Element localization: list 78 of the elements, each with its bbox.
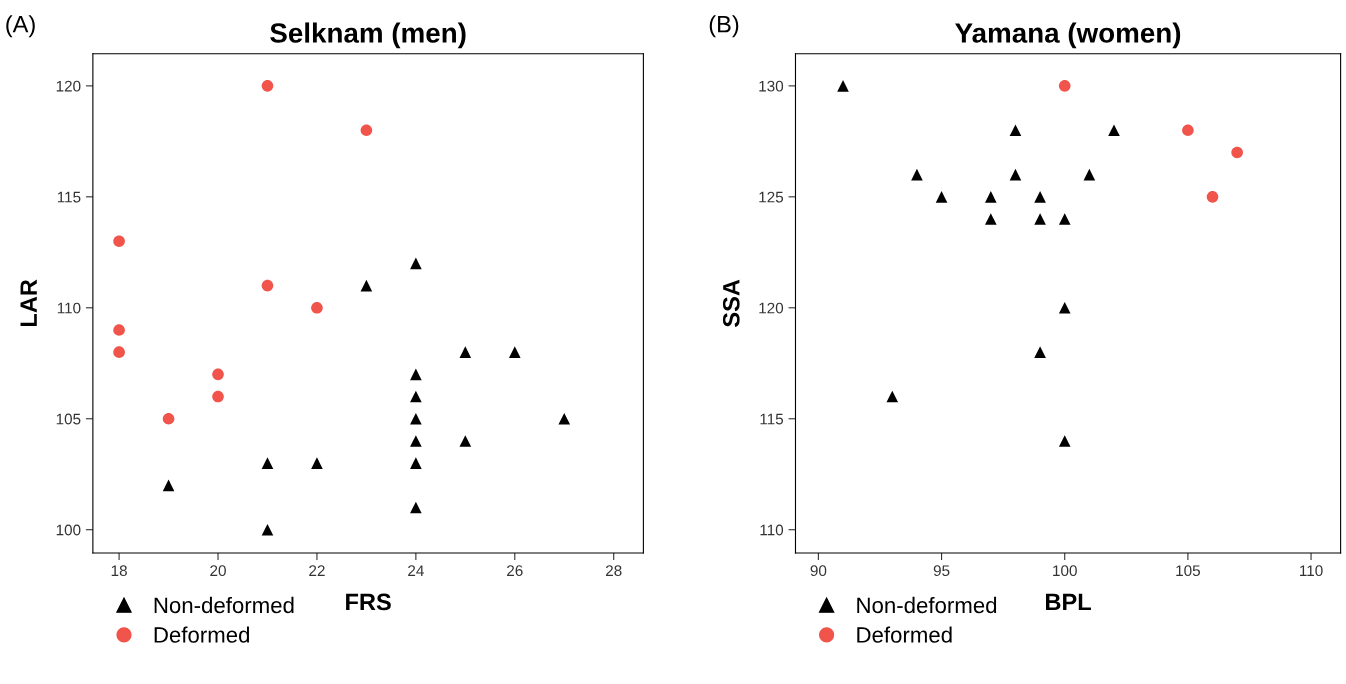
point [162,412,175,425]
point [212,368,224,381]
point [459,435,472,447]
point [410,435,422,447]
x-tick-label: 24 [408,565,424,576]
x-tick-label: 18 [111,565,127,577]
x-tick-label: 100 [1053,565,1077,577]
point [212,390,224,403]
point [261,80,274,92]
chart-title: Yamana (women) [955,22,1181,49]
point [113,235,125,248]
point [1083,168,1096,181]
y-tick-label: 120 [56,80,81,92]
point [1009,124,1022,137]
point [410,368,422,381]
point [410,501,422,514]
x-tick-label: 90 [810,565,827,577]
point [261,523,274,536]
point [508,346,521,358]
point [1182,124,1194,137]
point [935,191,948,203]
point [1058,80,1071,92]
point [113,346,125,358]
x-tick-label: 28 [605,565,622,577]
point [311,457,323,469]
x-tick-label: 110 [1300,565,1323,577]
point [886,390,899,403]
y-tick-label: 110 [760,524,784,536]
point [1206,191,1219,203]
point [113,324,125,336]
x-tick-label: 26 [507,565,523,577]
x-axis-title: FRS [346,593,391,611]
point [261,457,274,469]
point [410,412,422,425]
point [985,213,997,225]
text: (A) [6,15,35,38]
point [162,479,175,492]
point [1058,435,1071,447]
y-tick-label: 115 [57,191,81,203]
y-tick-label: 115 [760,413,784,425]
x-tick-label: 105 [1176,565,1200,577]
y-tick-label: 130 [759,80,784,92]
point [360,279,373,292]
point [837,80,849,92]
y-tick-label: 125 [759,191,784,203]
point [1034,346,1046,358]
point [459,346,472,358]
point [1108,124,1120,137]
point [261,279,274,292]
point [1034,191,1046,203]
point [1034,213,1046,225]
point [410,390,422,403]
y-axis-title: LAR [20,279,37,327]
point [1058,213,1071,225]
chart-title: Selknam (men) [270,22,466,49]
point [311,301,323,314]
y-tick-label: 105 [56,413,81,425]
y-axis-title: SSA [722,279,740,327]
legend-label: Deformed [154,626,250,643]
point [985,191,997,203]
point [558,412,571,425]
legend-label: Non-deformed [154,596,294,614]
x-tick-label: 22 [309,565,325,576]
point [1009,168,1022,181]
point [360,124,373,137]
x-tick-label: 20 [210,565,226,577]
point [410,257,422,270]
point [1231,146,1243,159]
y-tick-label: 120 [759,302,784,314]
x-tick-label: 95 [933,565,950,577]
point [1058,301,1071,314]
legend-label: Non-deformed [857,596,997,614]
y-tick-label: 100 [56,524,81,536]
x-axis-title: BPL [1046,593,1091,611]
text: (B) [709,15,739,38]
point [410,457,422,469]
legend-label: Deformed [857,626,952,643]
y-tick-label: 110 [57,302,81,314]
